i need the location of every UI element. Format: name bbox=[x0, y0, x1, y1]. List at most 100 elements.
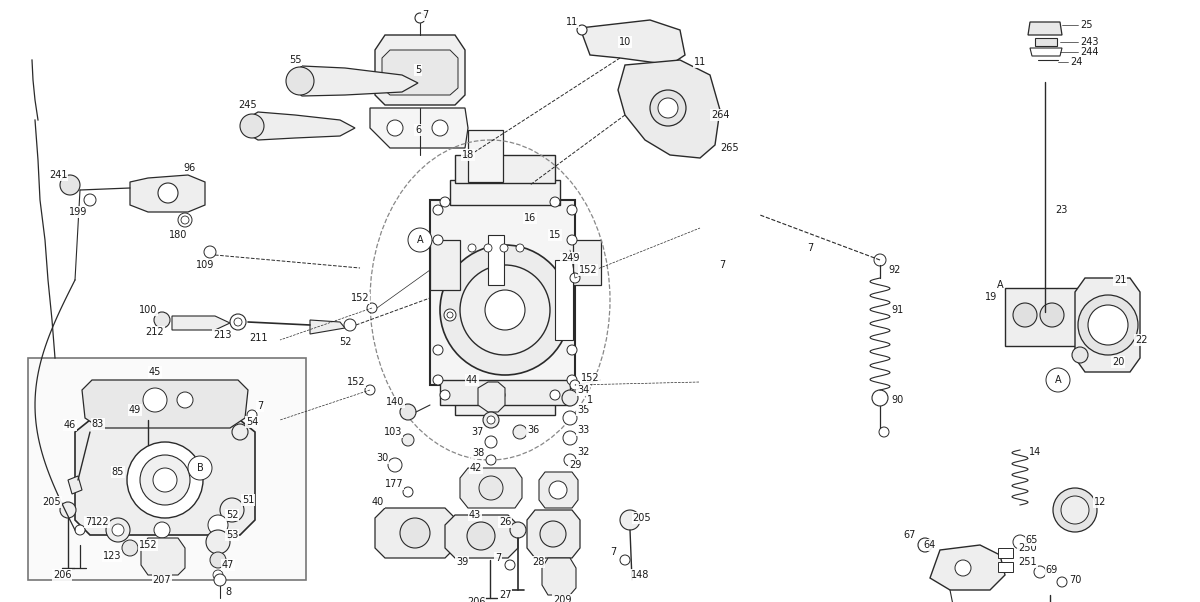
Text: 7: 7 bbox=[494, 553, 502, 563]
Text: 65: 65 bbox=[1026, 535, 1038, 545]
Text: 39: 39 bbox=[456, 557, 468, 567]
Polygon shape bbox=[527, 510, 580, 558]
Text: 27: 27 bbox=[499, 590, 511, 600]
Text: 51: 51 bbox=[242, 495, 254, 505]
Circle shape bbox=[620, 510, 640, 530]
Circle shape bbox=[550, 481, 568, 499]
Circle shape bbox=[446, 312, 454, 318]
Text: 23: 23 bbox=[1055, 205, 1067, 215]
Text: 64: 64 bbox=[924, 540, 936, 550]
Text: 199: 199 bbox=[68, 207, 88, 217]
Bar bbox=[468, 130, 503, 182]
Circle shape bbox=[433, 345, 443, 355]
Circle shape bbox=[234, 318, 242, 326]
Text: 241: 241 bbox=[49, 170, 67, 180]
Circle shape bbox=[440, 197, 450, 207]
Circle shape bbox=[154, 312, 170, 328]
Bar bbox=[1006, 288, 1080, 346]
Circle shape bbox=[220, 498, 244, 522]
Bar bbox=[430, 200, 575, 385]
Circle shape bbox=[178, 392, 193, 408]
Circle shape bbox=[433, 205, 443, 215]
Circle shape bbox=[365, 385, 374, 395]
Circle shape bbox=[878, 427, 889, 437]
Text: 103: 103 bbox=[384, 427, 402, 437]
Text: 18: 18 bbox=[462, 150, 474, 160]
Text: 265: 265 bbox=[721, 143, 739, 153]
Circle shape bbox=[550, 390, 560, 400]
Text: 7: 7 bbox=[85, 517, 91, 527]
Text: 38: 38 bbox=[472, 448, 484, 458]
Circle shape bbox=[874, 254, 886, 266]
Circle shape bbox=[188, 456, 212, 480]
Circle shape bbox=[74, 525, 85, 535]
Circle shape bbox=[467, 522, 496, 550]
Text: 7: 7 bbox=[719, 260, 725, 270]
Text: 91: 91 bbox=[890, 305, 904, 315]
Circle shape bbox=[247, 410, 257, 420]
Circle shape bbox=[60, 502, 76, 518]
Text: 140: 140 bbox=[386, 397, 404, 407]
Text: 207: 207 bbox=[152, 575, 172, 585]
Text: 10: 10 bbox=[619, 37, 631, 47]
Circle shape bbox=[408, 228, 432, 252]
Text: 52: 52 bbox=[338, 337, 352, 347]
Circle shape bbox=[496, 390, 505, 400]
Text: 22: 22 bbox=[1135, 335, 1147, 345]
Circle shape bbox=[143, 453, 154, 463]
Circle shape bbox=[106, 518, 130, 542]
Text: 54: 54 bbox=[246, 417, 258, 427]
Text: 206: 206 bbox=[53, 570, 71, 580]
Text: 5: 5 bbox=[415, 65, 421, 75]
Circle shape bbox=[955, 560, 971, 576]
Circle shape bbox=[206, 530, 230, 554]
Circle shape bbox=[415, 13, 425, 23]
Text: 152: 152 bbox=[139, 540, 157, 550]
Circle shape bbox=[562, 390, 578, 406]
Text: 11: 11 bbox=[694, 57, 706, 67]
Text: 15: 15 bbox=[548, 230, 562, 240]
Text: 264: 264 bbox=[710, 110, 730, 120]
Text: 32: 32 bbox=[577, 447, 589, 457]
Circle shape bbox=[540, 521, 566, 547]
Bar bbox=[455, 155, 554, 183]
Polygon shape bbox=[248, 112, 355, 140]
Circle shape bbox=[1072, 347, 1088, 363]
Circle shape bbox=[232, 424, 248, 440]
Circle shape bbox=[872, 390, 888, 406]
Circle shape bbox=[112, 524, 124, 536]
Text: 249: 249 bbox=[560, 253, 580, 263]
Text: 34: 34 bbox=[577, 385, 589, 395]
Text: 6: 6 bbox=[415, 125, 421, 135]
Polygon shape bbox=[1030, 48, 1062, 56]
Text: 36: 36 bbox=[527, 425, 539, 435]
Circle shape bbox=[514, 425, 527, 439]
Text: 250: 250 bbox=[1018, 543, 1037, 553]
Polygon shape bbox=[310, 320, 346, 334]
Polygon shape bbox=[618, 60, 720, 158]
Text: 70: 70 bbox=[1069, 575, 1081, 585]
Circle shape bbox=[505, 560, 515, 570]
Circle shape bbox=[440, 390, 450, 400]
Circle shape bbox=[433, 235, 443, 245]
Polygon shape bbox=[82, 380, 248, 428]
Circle shape bbox=[400, 404, 416, 420]
Circle shape bbox=[344, 319, 356, 331]
Bar bbox=[440, 380, 570, 405]
Circle shape bbox=[650, 90, 686, 126]
Text: 244: 244 bbox=[1080, 47, 1098, 57]
Circle shape bbox=[516, 244, 524, 252]
Text: 209: 209 bbox=[553, 595, 571, 602]
Circle shape bbox=[214, 574, 226, 586]
Text: 8: 8 bbox=[224, 587, 232, 597]
Polygon shape bbox=[295, 66, 418, 96]
Circle shape bbox=[122, 540, 138, 556]
Text: 251: 251 bbox=[1018, 557, 1037, 567]
Text: 40: 40 bbox=[372, 497, 384, 507]
Circle shape bbox=[485, 436, 497, 448]
Text: 37: 37 bbox=[472, 427, 484, 437]
Circle shape bbox=[143, 388, 167, 412]
Circle shape bbox=[154, 468, 178, 492]
Circle shape bbox=[60, 175, 80, 195]
Text: B: B bbox=[197, 463, 203, 473]
